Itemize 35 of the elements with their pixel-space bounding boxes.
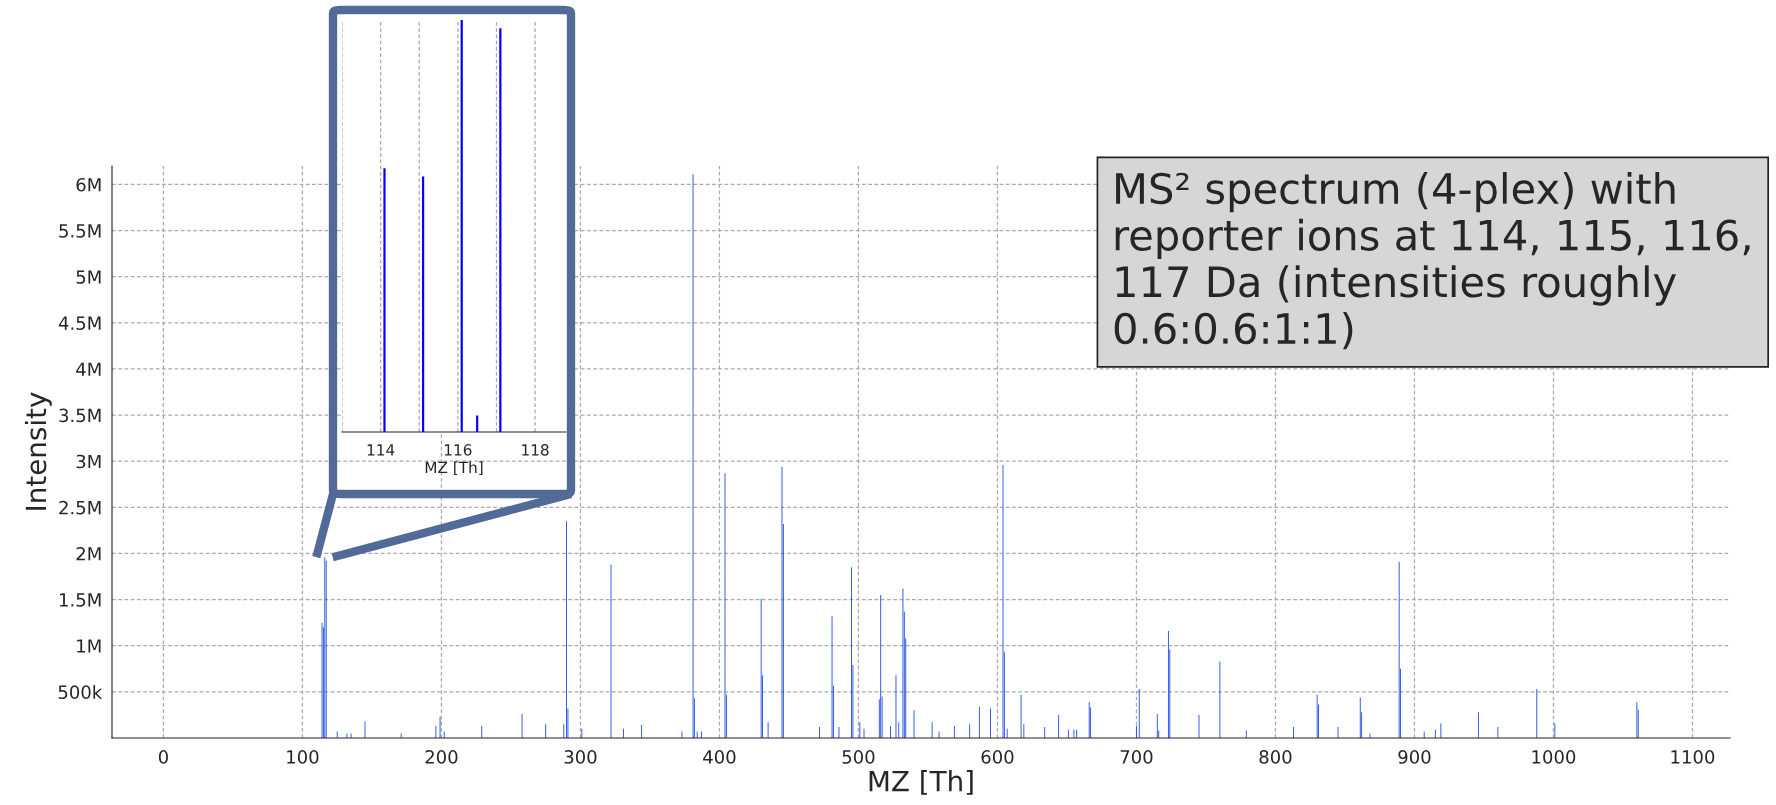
- y-tick-label: 1M: [77, 639, 101, 653]
- x-tick-label: 1100: [1671, 750, 1715, 764]
- bar: [422, 176, 425, 432]
- x-axis-title: MZ [Th]: [425, 461, 483, 475]
- x-tick-label: 200: [425, 750, 458, 764]
- y-tick-label: 4M: [76, 362, 101, 376]
- x-tick-label: 800: [1259, 750, 1292, 764]
- x-tick-label: 700: [1120, 750, 1153, 764]
- y-tick-label: 5.5M: [59, 224, 101, 238]
- y-tick-label: 3.5M: [59, 408, 101, 423]
- y-tick-label: 2.5M: [59, 500, 101, 515]
- x-tick-label: 0: [158, 750, 168, 764]
- x-tick-label: 1000: [1532, 750, 1576, 764]
- y-tick-label: 3M: [76, 454, 101, 469]
- y-axis-title: Intensity: [24, 392, 52, 510]
- x-axis-title: MZ [Th]: [869, 770, 973, 795]
- x-tick-label: 900: [1398, 750, 1431, 764]
- x-tick-label: 500: [842, 750, 875, 764]
- annotation: MS² spectrum (4-plex) with reporter ions at 114, 115, 116, 117 Da (intensities roughly 0.6:0.6:1:1): [1114, 172, 1750, 350]
- bar: [460, 20, 463, 432]
- x-tick-label: 118: [522, 444, 549, 456]
- y-tick-label: 5M: [76, 270, 101, 284]
- y-tick-label: 500k: [58, 685, 103, 699]
- y-tick-label: 2M: [76, 546, 101, 561]
- x-tick-label: 114: [367, 444, 395, 456]
- x-tick-label: 400: [703, 750, 736, 764]
- bar: [499, 28, 502, 432]
- y-tick-label: 6M: [76, 177, 101, 192]
- x-tick-label: 300: [564, 750, 597, 764]
- bar: [383, 168, 386, 432]
- x-tick-label: 100: [287, 750, 319, 764]
- x-tick-label: 600: [981, 750, 1014, 764]
- y-tick-label: 4.5M: [58, 316, 101, 330]
- x-tick-label: 116: [444, 444, 472, 456]
- y-tick-label: 1.5M: [59, 593, 101, 607]
